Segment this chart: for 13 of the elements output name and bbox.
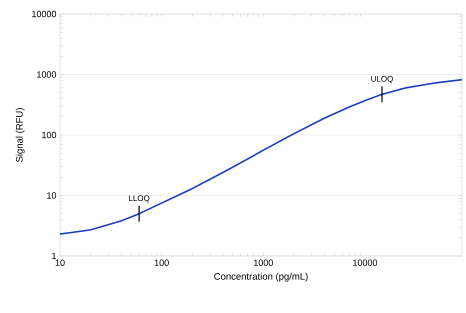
x-tick-label: 10000 bbox=[353, 260, 378, 266]
x-tick-label: 10 bbox=[56, 260, 65, 266]
x-axis-title: Concentration (pg/mL) bbox=[214, 272, 308, 282]
y-tick-label: 100 bbox=[42, 132, 56, 138]
y-tick-label: 1 bbox=[52, 252, 56, 260]
annotation: ULOQ bbox=[371, 76, 393, 84]
x-tick-label: 100 bbox=[154, 260, 169, 266]
y-axis-title: Signal (RFU) bbox=[16, 108, 25, 162]
y-tick-label: 10 bbox=[47, 192, 56, 199]
x-tick-label: 1000 bbox=[254, 260, 273, 266]
y-tick-label: 1000 bbox=[37, 71, 56, 78]
annotation: LLOQ bbox=[129, 195, 150, 202]
y-tick-label: 10000 bbox=[32, 10, 56, 18]
